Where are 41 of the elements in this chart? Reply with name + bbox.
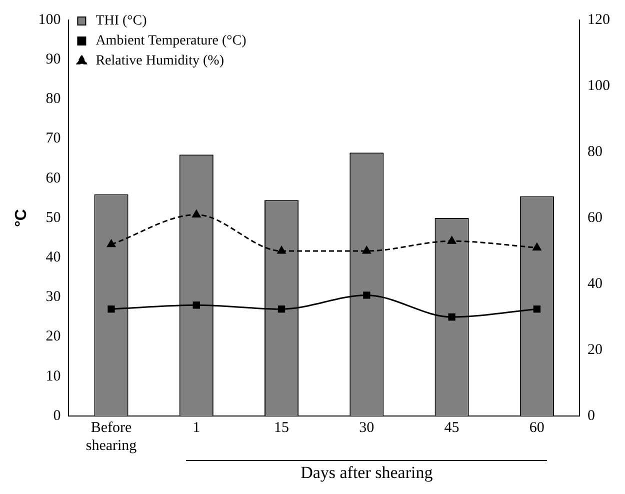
- y-tick-label: 100: [38, 12, 61, 28]
- point: [277, 246, 286, 254]
- y-tick-label: 30: [46, 289, 61, 306]
- x-tick-label: Before shearing: [86, 420, 138, 454]
- legend-label: Ambient Temperature (°C): [96, 34, 247, 49]
- y-tick-label: 40: [46, 250, 61, 266]
- y2-tick-label: 100: [588, 78, 610, 94]
- y2-tick-label: 0: [588, 408, 595, 424]
- y2-tick-label: 80: [588, 144, 602, 160]
- y2-tick-label: 40: [588, 276, 602, 292]
- y-tick-label: 70: [46, 130, 61, 147]
- x-tick-label: 15: [274, 420, 290, 436]
- point: [533, 306, 541, 313]
- point: [278, 306, 286, 313]
- y2-tick-label: 20: [588, 342, 602, 358]
- y-tick-label: 10: [46, 368, 61, 384]
- point: [448, 313, 456, 321]
- point: [362, 246, 371, 254]
- x-tick-label: 60: [529, 420, 544, 436]
- point: [108, 306, 115, 313]
- y2-tick-label: 120: [588, 12, 610, 28]
- legend-label: THI (°C): [96, 14, 148, 29]
- x-axis-title: Days after shearing: [186, 460, 547, 483]
- y-tick-label: 80: [46, 91, 61, 108]
- point: [363, 292, 370, 299]
- y-axis-title: °C: [13, 208, 30, 227]
- x-tick-label: 1: [192, 420, 200, 436]
- x-tick-label: 30: [359, 420, 374, 436]
- point: [192, 302, 200, 309]
- y-tick-label: 20: [46, 328, 61, 345]
- y-tick-label: 0: [53, 408, 61, 424]
- x-tick-label: 45: [444, 420, 460, 436]
- point: [532, 242, 542, 250]
- y2-tick-label: 60: [588, 210, 602, 226]
- point: [107, 240, 116, 248]
- point: [448, 236, 456, 244]
- y-tick-label: 60: [46, 170, 61, 186]
- legend-label: Relative Humidity (%): [96, 54, 224, 69]
- y-tick-label: 90: [46, 52, 61, 68]
- y-tick-label: 50: [46, 210, 61, 226]
- point: [192, 210, 201, 218]
